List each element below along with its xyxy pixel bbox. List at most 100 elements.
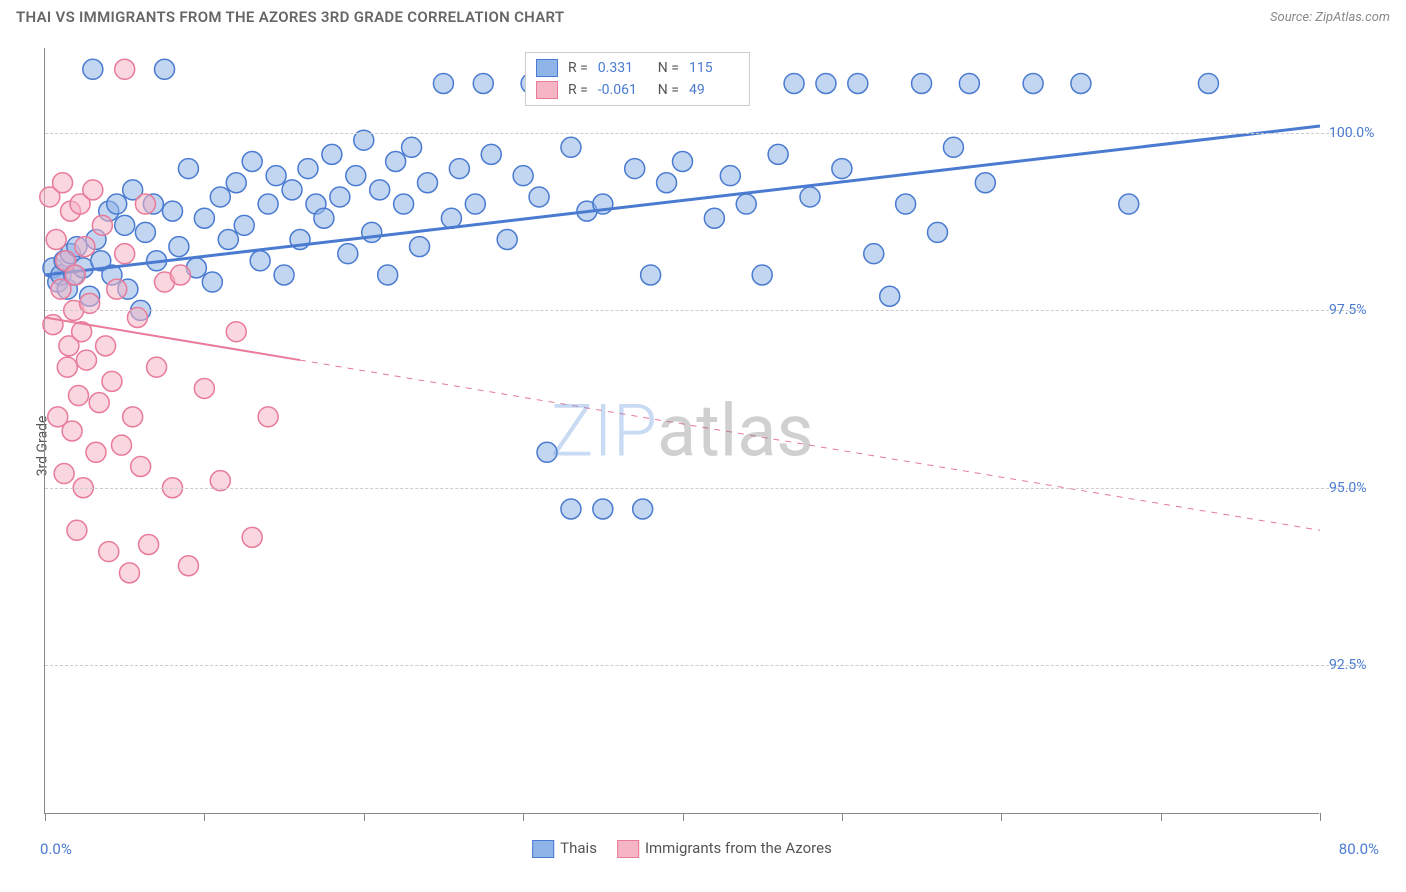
data-point [99,542,119,562]
data-point [282,180,302,200]
chart-header: THAI VS IMMIGRANTS FROM THE AZORES 3RD G… [0,0,1406,30]
data-point [242,151,262,171]
data-point [816,73,836,93]
data-point [720,166,740,186]
data-point [673,151,693,171]
x-tick [364,813,365,821]
legend-swatch [532,840,554,858]
data-point [641,265,661,285]
data-point [784,73,804,93]
data-point [169,237,189,257]
data-point [497,230,517,250]
legend-swatch [617,840,639,858]
x-tick [1001,813,1002,821]
data-point [561,499,581,519]
data-point [593,499,613,519]
x-tick [204,813,205,821]
data-point [53,173,73,193]
legend-swatch [536,81,558,99]
legend-r-label: R = [568,57,588,79]
correlation-legend: R =0.331N =115R =-0.061N =49 [525,52,750,106]
data-point [258,407,278,427]
gridline [45,665,1359,666]
data-point [975,173,995,193]
data-point [163,201,183,221]
data-point [234,215,254,235]
data-point [194,208,214,228]
y-tick-label: 92.5% [1329,657,1389,673]
data-point [410,237,430,257]
x-tick [842,813,843,821]
data-point [561,137,581,157]
data-point [386,151,406,171]
x-max-label: 80.0% [1339,840,1379,858]
data-point [102,371,122,391]
data-point [54,464,74,484]
data-point [418,173,438,193]
chart-title: THAI VS IMMIGRANTS FROM THE AZORES 3RD G… [16,8,564,26]
legend-n-label: N = [658,79,679,101]
data-point [896,194,916,214]
data-point [226,322,246,342]
data-point [465,194,485,214]
data-point [362,222,382,242]
gridline [45,488,1359,489]
y-tick-label: 95.0% [1329,480,1389,496]
data-point [202,272,222,292]
data-point [68,386,88,406]
data-point [370,180,390,200]
chart-source: Source: ZipAtlas.com [1270,10,1390,25]
data-point [800,187,820,207]
data-point [394,194,414,214]
data-point [537,442,557,462]
legend-r-label: R = [568,79,588,101]
data-point [178,556,198,576]
data-point [346,166,366,186]
data-point [736,194,756,214]
x-tick [683,813,684,821]
data-point [880,286,900,306]
legend-n-label: N = [658,57,679,79]
data-point [83,59,103,79]
chart-plot-area: R =0.331N =115R =-0.061N =49 ZIPatlas Th… [44,48,1319,814]
data-point [123,407,143,427]
data-point [298,159,318,179]
data-point [1198,73,1218,93]
data-point [131,456,151,476]
data-point [704,208,724,228]
data-point [250,251,270,271]
data-point [322,144,342,164]
data-point [402,137,422,157]
data-point [155,59,175,79]
data-point [657,173,677,193]
gridline [45,133,1359,134]
data-point [752,265,772,285]
legend-row: R =-0.061N =49 [536,79,739,101]
data-point [625,159,645,179]
data-point [633,499,653,519]
data-point [959,73,979,93]
data-point [473,73,493,93]
data-point [75,237,95,257]
data-point [513,166,533,186]
data-point [378,265,398,285]
data-point [832,159,852,179]
data-point [1119,194,1139,214]
data-point [218,230,238,250]
data-point [107,279,127,299]
data-point [62,421,82,441]
data-point [57,357,77,377]
data-point [147,357,167,377]
legend-r-value: -0.061 [598,79,648,101]
legend-label: Thais [560,839,597,857]
data-point [943,137,963,157]
legend-label: Immigrants from the Azores [645,839,832,857]
data-point [266,166,286,186]
data-point [274,265,294,285]
data-point [529,187,549,207]
data-point [107,194,127,214]
data-point [768,144,788,164]
data-point [226,173,246,193]
legend-n-value: 115 [689,57,739,79]
data-point [67,520,87,540]
